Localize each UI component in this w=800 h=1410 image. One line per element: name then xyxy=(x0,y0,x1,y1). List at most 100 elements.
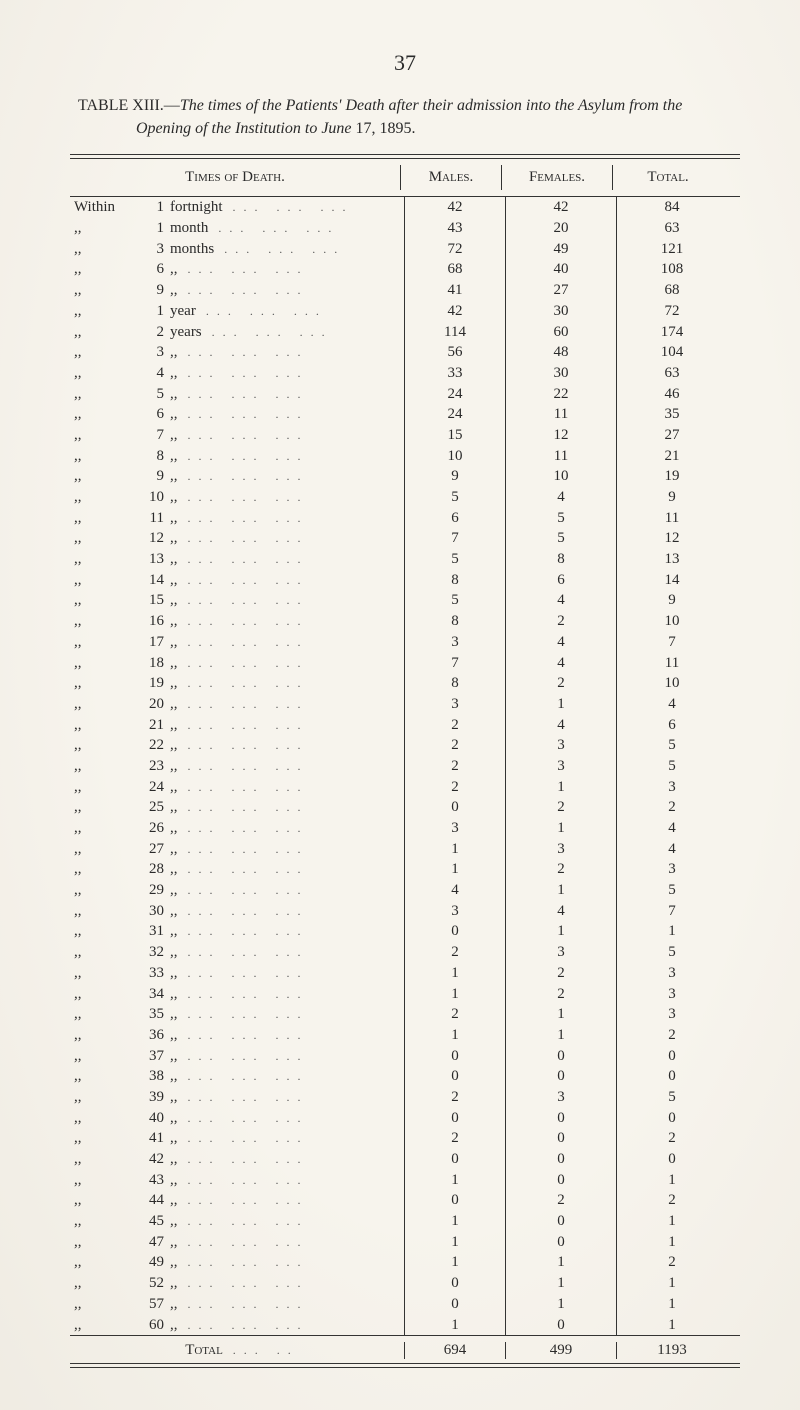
table-row: ,,6,,... ... ...241135 xyxy=(70,404,740,425)
leader-dots: ... ... ... xyxy=(178,1006,405,1023)
row-unit: ,, xyxy=(164,942,178,963)
total-value: 5 xyxy=(616,880,727,901)
table-row: ,,45,,... ... ...101 xyxy=(70,1211,740,1232)
leader-dots: ... ... ... xyxy=(178,510,405,527)
time-of-death-cell: ,,3months... ... ... xyxy=(70,239,404,260)
total-value: 0 xyxy=(616,1046,727,1067)
leader-dots: ... ... ... xyxy=(178,551,405,568)
males-value: 33 xyxy=(404,363,505,384)
leader-dots: ... ... ... xyxy=(178,572,405,589)
row-unit: ,, xyxy=(164,363,178,384)
males-value: 0 xyxy=(404,921,505,942)
row-number: 18 xyxy=(134,653,164,674)
table-row: ,,3months... ... ...7249121 xyxy=(70,239,740,260)
table-row: ,,5,,... ... ...242246 xyxy=(70,384,740,405)
leader-dots: ... ... ... xyxy=(178,1130,405,1147)
leader-dots: ... ... ... xyxy=(178,799,405,816)
total-value: 1 xyxy=(616,1273,727,1294)
row-prefix: ,, xyxy=(74,280,134,301)
row-unit: ,, xyxy=(164,921,178,942)
table-row: ,,15,,... ... ...549 xyxy=(70,590,740,611)
table-row: ,,22,,... ... ...235 xyxy=(70,735,740,756)
row-unit: ,, xyxy=(164,342,178,363)
females-value: 42 xyxy=(505,197,616,218)
row-unit: ,, xyxy=(164,673,178,694)
row-number: 47 xyxy=(134,1232,164,1253)
row-number: 52 xyxy=(134,1273,164,1294)
row-number: 60 xyxy=(134,1315,164,1336)
row-prefix: ,, xyxy=(74,673,134,694)
time-of-death-cell: ,,29,,... ... ... xyxy=(70,880,404,901)
table-row: ,,40,,... ... ...000 xyxy=(70,1108,740,1129)
row-number: 20 xyxy=(134,694,164,715)
leader-dots: ... ... ... xyxy=(178,344,405,361)
time-of-death-cell: ,,39,,... ... ... xyxy=(70,1087,404,1108)
time-of-death-cell: ,,52,,... ... ... xyxy=(70,1273,404,1294)
males-value: 1 xyxy=(404,1232,505,1253)
row-number: 30 xyxy=(134,901,164,922)
table-row: ,,3,,... ... ...5648104 xyxy=(70,342,740,363)
row-number: 6 xyxy=(134,404,164,425)
row-prefix: ,, xyxy=(74,632,134,653)
row-unit: ,, xyxy=(164,777,178,798)
row-unit: ,, xyxy=(164,859,178,880)
row-number: 2 xyxy=(134,322,164,343)
row-unit: year xyxy=(164,301,196,322)
row-prefix: ,, xyxy=(74,1087,134,1108)
time-of-death-cell: ,,2years... ... ... xyxy=(70,322,404,343)
leader-dots: ... ... ... xyxy=(178,1254,405,1271)
total-value: 104 xyxy=(616,342,727,363)
table-row: ,,1month... ... ...432063 xyxy=(70,218,740,239)
table-row: ,,36,,... ... ...112 xyxy=(70,1025,740,1046)
time-of-death-cell: ,,14,,... ... ... xyxy=(70,570,404,591)
row-prefix: ,, xyxy=(74,1025,134,1046)
row-number: 25 xyxy=(134,797,164,818)
table-row: ,,38,,... ... ...000 xyxy=(70,1066,740,1087)
row-prefix: ,, xyxy=(74,1232,134,1253)
leader-dots: ... ... ... xyxy=(178,1048,405,1065)
row-number: 49 xyxy=(134,1252,164,1273)
row-prefix: ,, xyxy=(74,756,134,777)
row-unit: ,, xyxy=(164,280,178,301)
row-unit: ,, xyxy=(164,797,178,818)
time-of-death-cell: ,,37,,... ... ... xyxy=(70,1046,404,1067)
row-prefix: ,, xyxy=(74,921,134,942)
row-number: 29 xyxy=(134,880,164,901)
total-value: 2 xyxy=(616,1128,727,1149)
total-value: 2 xyxy=(616,1190,727,1211)
table-row: ,,23,,... ... ...235 xyxy=(70,756,740,777)
males-value: 2 xyxy=(404,1128,505,1149)
time-of-death-cell: ,,8,,... ... ... xyxy=(70,446,404,467)
males-value: 2 xyxy=(404,1087,505,1108)
leader-dots: ... ... ... xyxy=(178,489,405,506)
males-value: 6 xyxy=(404,508,505,529)
row-unit: ,, xyxy=(164,1128,178,1149)
females-value: 5 xyxy=(505,528,616,549)
time-of-death-cell: ,,44,,... ... ... xyxy=(70,1190,404,1211)
total-value: 9 xyxy=(616,487,727,508)
males-value: 3 xyxy=(404,901,505,922)
table-row: ,,17,,... ... ...347 xyxy=(70,632,740,653)
males-value: 56 xyxy=(404,342,505,363)
males-value: 1 xyxy=(404,984,505,1005)
males-value: 2 xyxy=(404,777,505,798)
total-value: 4 xyxy=(616,839,727,860)
total-value: 4 xyxy=(616,818,727,839)
row-number: 31 xyxy=(134,921,164,942)
males-value: 5 xyxy=(404,487,505,508)
leader-dots: ... ... ... xyxy=(178,448,405,465)
row-prefix: ,, xyxy=(74,1128,134,1149)
row-number: 15 xyxy=(134,590,164,611)
row-unit: ,, xyxy=(164,1232,178,1253)
time-of-death-cell: ,,22,,... ... ... xyxy=(70,735,404,756)
females-value: 11 xyxy=(505,404,616,425)
leader-dots: ... ... ... xyxy=(178,613,405,630)
leader-dots: ... ... ... xyxy=(178,530,405,547)
leader-dots: ... ... ... xyxy=(178,861,405,878)
row-unit: ,, xyxy=(164,508,178,529)
time-of-death-cell: ,,45,,... ... ... xyxy=(70,1211,404,1232)
females-value: 2 xyxy=(505,984,616,1005)
females-value: 2 xyxy=(505,963,616,984)
row-number: 33 xyxy=(134,963,164,984)
row-number: 41 xyxy=(134,1128,164,1149)
